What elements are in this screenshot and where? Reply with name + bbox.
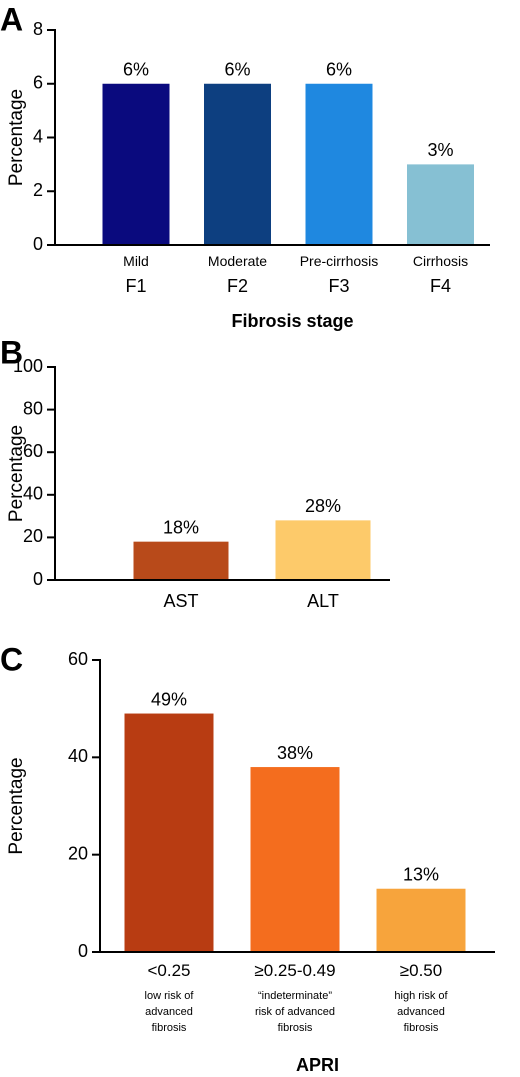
value-label: 6% (326, 60, 352, 80)
bar (376, 888, 466, 952)
bar (204, 83, 271, 245)
x-tick-label: AST (163, 591, 198, 611)
panel-label: B (0, 334, 23, 370)
y-tick-label: 8 (33, 19, 43, 39)
value-label: 6% (224, 60, 250, 80)
y-axis-label: Percentage (6, 89, 27, 186)
x-tick-label: ≥0.50 high risk of advanced fibrosis (394, 961, 448, 1033)
bar (124, 713, 214, 952)
y-tick-label: 60 (23, 441, 43, 461)
x-axis-label: Fibrosis stage (231, 311, 353, 331)
panel-label: A (0, 1, 23, 37)
x-tick-label: ALT (307, 591, 339, 611)
x-axis-label: APRI (296, 1055, 339, 1075)
y-tick-label: 2 (33, 180, 43, 200)
x-tick-label: Mild F1 (123, 253, 149, 296)
bar (133, 541, 229, 580)
bar (102, 83, 170, 245)
bar (250, 767, 340, 952)
x-tick-label: Moderate F2 (208, 253, 267, 296)
bar (407, 164, 474, 245)
x-tick-label: <0.25 low risk of advanced fibrosis (145, 961, 195, 1033)
y-tick-label: 0 (78, 941, 88, 961)
y-axis-label: Percentage (6, 425, 27, 522)
panel-label: C (0, 641, 23, 677)
value-label: 6% (123, 60, 149, 80)
y-axis-label: Percentage (6, 757, 27, 854)
value-label: 28% (305, 496, 341, 516)
x-tick-label: ≥0.25-0.49 “indeterminate” risk of advance… (254, 961, 335, 1033)
x-tick-label: Pre-cirrhosis F3 (300, 253, 379, 296)
value-label: 38% (277, 743, 313, 763)
bar (275, 520, 371, 580)
y-tick-label: 6 (33, 73, 43, 93)
y-tick-label: 0 (33, 234, 43, 254)
y-tick-label: 20 (68, 843, 88, 863)
value-label: 3% (427, 140, 453, 160)
value-label: 18% (163, 517, 199, 537)
y-tick-label: 60 (68, 649, 88, 669)
y-tick-label: 4 (33, 126, 43, 146)
value-label: 13% (403, 864, 439, 884)
y-tick-label: 40 (23, 484, 43, 504)
y-tick-label: 20 (23, 526, 43, 546)
x-tick-label: Cirrhosis F4 (413, 253, 468, 296)
value-label: 49% (151, 689, 187, 709)
bar (305, 83, 373, 245)
y-tick-label: 100 (13, 356, 43, 376)
y-tick-label: 80 (23, 398, 43, 418)
y-tick-label: 40 (68, 746, 88, 766)
y-tick-label: 0 (33, 569, 43, 589)
